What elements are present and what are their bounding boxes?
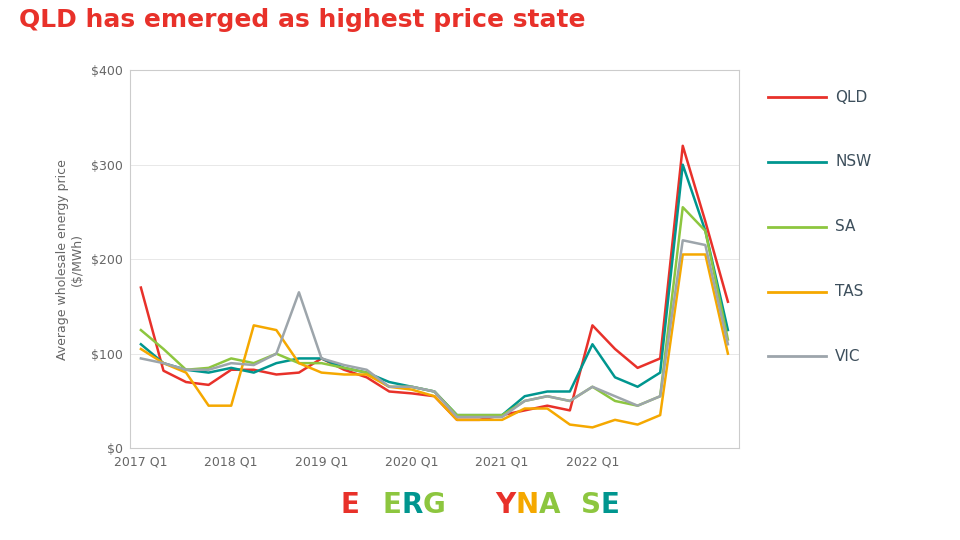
- Text: S: S: [581, 491, 601, 519]
- Text: N: N: [516, 491, 539, 519]
- Text: VIC: VIC: [835, 349, 861, 364]
- Text: S: S: [475, 491, 495, 519]
- Text: QLD has emerged as highest price state: QLD has emerged as highest price state: [19, 8, 586, 32]
- Text: Y: Y: [445, 491, 466, 519]
- Text: P: P: [561, 491, 581, 519]
- Text: R: R: [401, 491, 422, 519]
- Text: TAS: TAS: [835, 284, 864, 299]
- Text: E: E: [383, 491, 401, 519]
- Text: QLD: QLD: [835, 90, 868, 105]
- Text: N: N: [359, 491, 383, 519]
- Y-axis label: Average wholesale energy price
($/MWh): Average wholesale energy price ($/MWh): [56, 159, 84, 360]
- Text: E: E: [601, 491, 619, 519]
- Text: SA: SA: [835, 219, 855, 234]
- Text: E: E: [341, 491, 359, 519]
- Text: A: A: [539, 491, 561, 519]
- Text: NSW: NSW: [835, 154, 872, 170]
- Text: G: G: [422, 491, 445, 519]
- Text: Y: Y: [495, 491, 516, 519]
